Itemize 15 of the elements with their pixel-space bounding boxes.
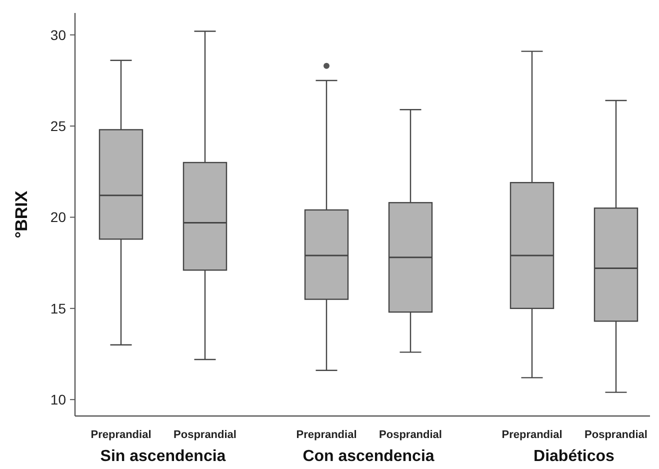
x-tick-label: Posprandial (584, 429, 648, 441)
x-tick-label: Posprandial (174, 429, 236, 441)
y-axis-title: °BRIX (12, 190, 31, 238)
y-tick-label: 30 (50, 26, 66, 43)
y-tick-label: 20 (50, 209, 66, 226)
text: Diabéticos (534, 448, 615, 465)
y-tick-label: 10 (50, 391, 66, 408)
y-tick-label: 25 (50, 118, 66, 134)
text: Con ascendencia (302, 448, 434, 465)
y-tick-label: 15 (50, 300, 66, 316)
text: Sin ascendencia (100, 448, 226, 465)
x-tick-label: Preprandial (296, 429, 357, 441)
x-tick-label: Preprandial (90, 429, 152, 441)
x-tick-label: Preprandial (502, 429, 562, 441)
x-tick-label: Posprandial (379, 429, 442, 441)
